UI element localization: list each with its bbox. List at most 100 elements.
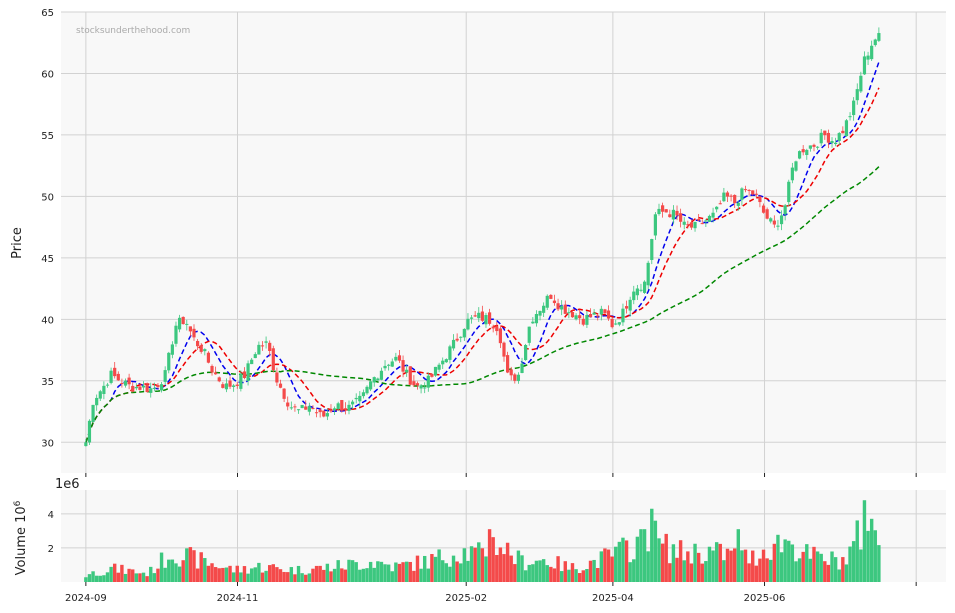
- candle-body: [253, 354, 257, 359]
- volume-bar: [167, 559, 171, 582]
- candle-body: [834, 142, 838, 145]
- candle-body: [520, 363, 524, 373]
- candle-body: [210, 365, 214, 373]
- candle-body: [397, 355, 402, 361]
- candle-body: [437, 364, 441, 370]
- candle-body: [300, 404, 304, 409]
- candle-body: [668, 214, 672, 218]
- volume-bar: [224, 567, 229, 582]
- candle-body: [123, 380, 128, 386]
- candle-body: [376, 378, 380, 381]
- volume-bar: [657, 538, 661, 582]
- candle-body: [311, 408, 315, 410]
- candle-body: [495, 326, 499, 332]
- candle-body: [451, 339, 456, 349]
- volume-bar: [235, 565, 239, 582]
- candle-body: [408, 366, 412, 385]
- volume-bar: [549, 566, 553, 582]
- candle-body: [873, 39, 877, 46]
- volume-bar: [185, 548, 189, 582]
- volume-bar: [520, 555, 524, 582]
- volume-bar: [624, 540, 629, 582]
- volume-bar: [516, 550, 521, 582]
- volume-bar: [805, 544, 809, 582]
- volume-bar: [221, 567, 225, 582]
- volume-bar: [509, 555, 513, 582]
- candle-body: [570, 312, 575, 318]
- volume-bar: [300, 573, 304, 582]
- volume-bar: [484, 556, 488, 582]
- volume-bar: [639, 529, 643, 582]
- candle-body: [679, 213, 683, 222]
- candle-body: [621, 308, 625, 323]
- candle-body: [394, 356, 398, 361]
- volume-bar: [109, 566, 113, 582]
- volume-bar: [347, 559, 351, 582]
- volume-bar: [545, 565, 549, 582]
- volume-bar: [260, 572, 265, 582]
- volume-bar: [491, 537, 495, 582]
- volume-bar: [869, 518, 874, 582]
- volume-bar: [455, 561, 459, 582]
- candle-body: [307, 406, 311, 412]
- moving-average-medium: [85, 87, 880, 443]
- candle-body: [552, 300, 557, 304]
- price-tick-label: 60: [41, 69, 54, 80]
- candle-body: [369, 381, 373, 390]
- candle-body: [289, 407, 293, 409]
- volume-bar: [823, 561, 827, 582]
- volume-bar: [203, 558, 207, 582]
- volume-bar: [873, 530, 877, 582]
- candle-body: [725, 192, 730, 197]
- volume-bar: [819, 553, 823, 582]
- volume-bar: [257, 562, 261, 582]
- candle-body: [361, 392, 366, 397]
- price-panel: [61, 12, 946, 473]
- volume-bar: [195, 568, 200, 582]
- candle-body: [185, 323, 189, 325]
- volume-bar: [397, 563, 402, 582]
- volume-bar: [736, 529, 740, 582]
- candle-body: [808, 145, 812, 149]
- candle-body: [693, 221, 697, 229]
- price-tick-label: 30: [41, 438, 54, 449]
- candle-body: [563, 304, 567, 314]
- candle-body: [318, 409, 322, 413]
- volume-bar: [844, 564, 849, 582]
- volume-bar: [361, 568, 366, 582]
- price-tick-label: 45: [41, 254, 54, 265]
- candle-body: [502, 342, 506, 357]
- candle-body: [466, 318, 470, 330]
- volume-bar: [253, 567, 257, 582]
- candle-body: [469, 317, 474, 319]
- volume-bar: [877, 545, 881, 582]
- candle-body: [603, 309, 607, 314]
- volume-bar: [477, 542, 481, 582]
- candle-body: [513, 374, 517, 381]
- candle-body: [477, 312, 481, 319]
- volume-bar: [570, 563, 575, 582]
- candle-body: [653, 214, 657, 236]
- volume-bar: [812, 546, 816, 582]
- candle-body: [859, 75, 863, 92]
- candle-body: [718, 203, 722, 205]
- candle-body: [444, 359, 448, 363]
- volume-bar: [278, 569, 283, 582]
- volume-bar: [689, 563, 694, 582]
- candle-body: [819, 132, 823, 144]
- volume-bar: [343, 569, 348, 582]
- volume-bar: [855, 520, 859, 582]
- candle-body: [484, 315, 488, 325]
- volume-bar: [430, 554, 434, 582]
- candle-body: [524, 345, 528, 361]
- volume-bar: [368, 561, 373, 582]
- price-tick-label: 50: [41, 192, 54, 203]
- volume-bar: [213, 567, 218, 582]
- volume-bar: [206, 565, 211, 582]
- candle-body: [228, 380, 232, 387]
- candle-body: [498, 328, 502, 344]
- volume-bar: [621, 537, 625, 582]
- volume-bar: [596, 568, 600, 582]
- candle-body: [138, 386, 142, 390]
- volume-bar: [138, 573, 142, 582]
